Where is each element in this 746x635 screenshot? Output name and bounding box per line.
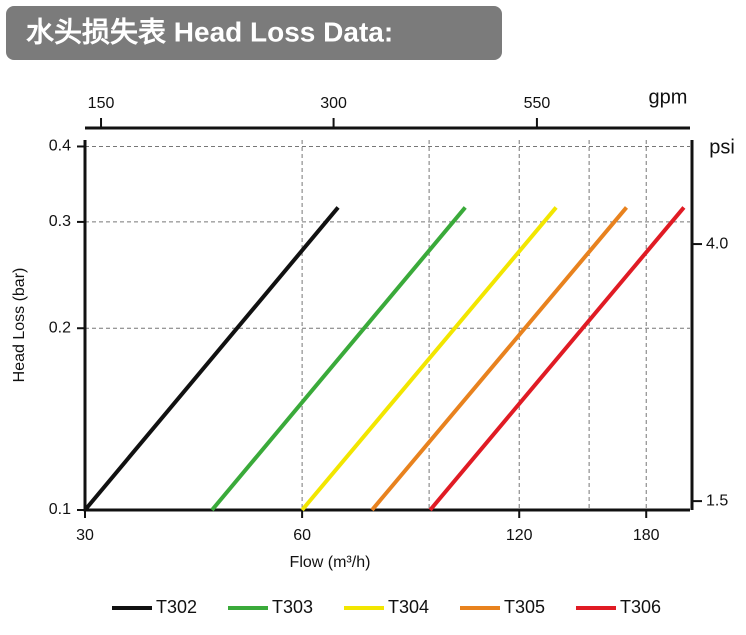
x-tick-label: 30 bbox=[76, 527, 94, 544]
y2-tick-label: 1.5 bbox=[706, 492, 728, 509]
series-line bbox=[83, 206, 340, 512]
x2-tick-label: 150 bbox=[88, 95, 115, 112]
legend-label: T302 bbox=[156, 597, 197, 617]
y-tick-label: 0.2 bbox=[49, 319, 71, 336]
series-line bbox=[210, 206, 467, 512]
series-line bbox=[370, 206, 629, 512]
x-axis-label: Flow (m³/h) bbox=[290, 554, 371, 571]
legend-label: T303 bbox=[272, 597, 313, 617]
y2-tick-label: 4.0 bbox=[706, 235, 728, 252]
x-tick-label: 60 bbox=[293, 527, 311, 544]
x2-tick-label: 300 bbox=[320, 95, 347, 112]
legend-label: T304 bbox=[388, 597, 429, 617]
y-tick-label: 0.1 bbox=[49, 501, 71, 518]
axis-line bbox=[83, 140, 690, 512]
y-tick-label: 0.3 bbox=[49, 213, 71, 230]
y2-axis-label: psi bbox=[709, 136, 735, 158]
x-tick-label: 120 bbox=[506, 527, 533, 544]
legend-label: T306 bbox=[620, 597, 661, 617]
x2-axis-label: gpm bbox=[649, 86, 688, 108]
y-tick-label: 0.4 bbox=[49, 138, 71, 155]
title-banner bbox=[6, 6, 502, 60]
series-line bbox=[428, 206, 686, 512]
chart-title: 水头损失表 Head Loss Data: bbox=[26, 16, 393, 47]
x-tick-label: 180 bbox=[633, 527, 660, 544]
legend-label: T305 bbox=[504, 597, 545, 617]
y-axis-label: Head Loss (bar) bbox=[11, 268, 28, 383]
series-line bbox=[300, 206, 558, 512]
x2-tick-label: 550 bbox=[524, 95, 551, 112]
